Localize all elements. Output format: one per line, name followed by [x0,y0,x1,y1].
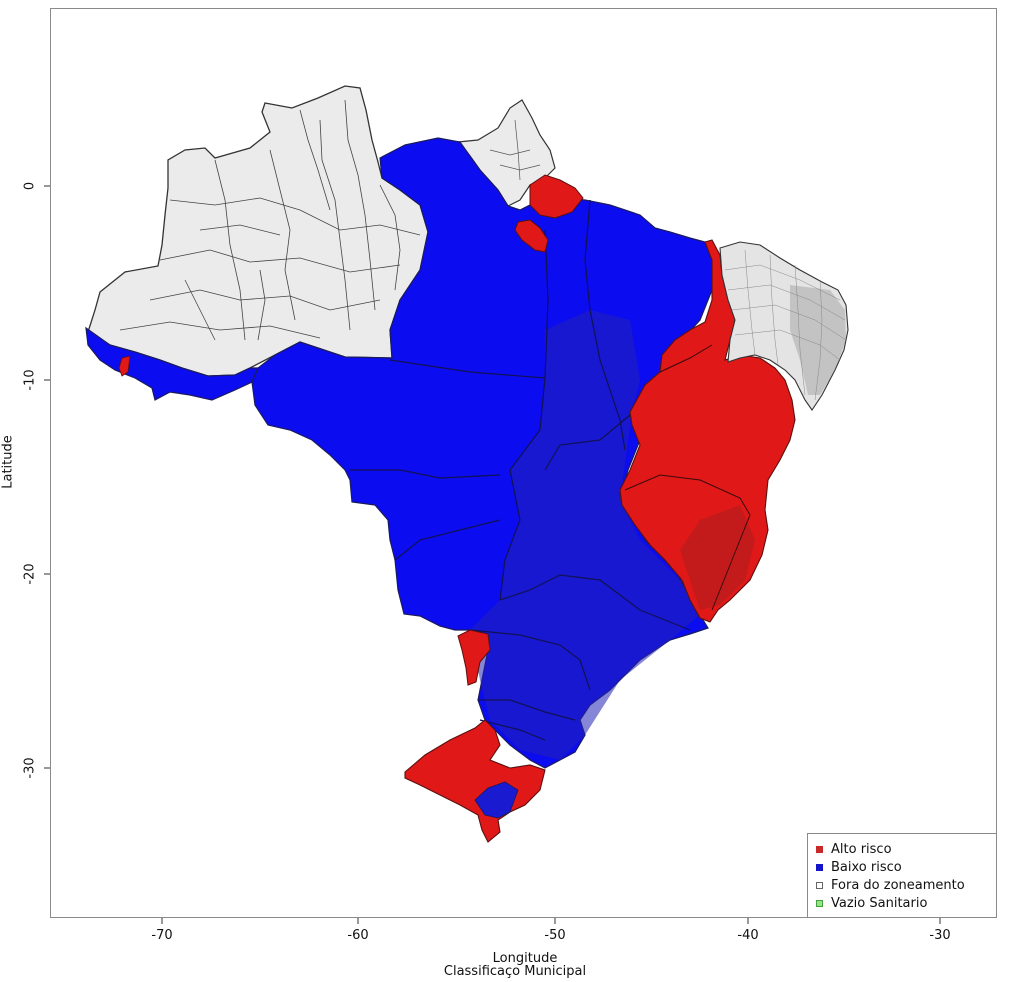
region-alto-risco-east-dark [680,505,755,610]
municipal-borders-nordeste [724,249,847,401]
region-alto-risco-acre [118,355,131,377]
region-alto-risco-amapa [529,174,584,219]
legend-label: Alto risco [831,841,892,857]
region-alto-risco-ms [457,629,491,686]
plot-frame [50,8,997,918]
region-alto-risco-marajo [514,219,549,253]
legend-swatch-baixo-risco [816,863,823,871]
legend: Alto risco Baixo risco Fora do zoneament… [807,833,997,918]
x-tick-label: -30 [929,928,951,943]
state-borders [350,199,691,741]
legend-label: Vazio Sanitario [831,895,928,911]
y-tick-label: 0 [22,181,38,191]
legend-swatch-alto-risco [816,845,823,853]
state-borders-east [624,344,751,611]
y-tick-label: -10 [22,369,38,391]
municipal-borders-amazonas [119,99,421,341]
region-fora-amazonas-roraima [87,85,429,377]
legend-label: Fora do zoneamento [831,877,965,893]
x-axis-label: Longitude [492,951,558,966]
legend-swatch-vazio-sanitario [816,899,823,907]
legend-item-fora-do-zoneamento: Fora do zoneamento [816,876,996,894]
y-tick-label: -30 [22,757,38,779]
legend-swatch-fora-do-zoneamento [816,881,823,889]
region-baixo-risco-rs [474,781,519,819]
map-subtitle: Classificaço Municipal [443,964,587,979]
municipal-borders-amapa [489,119,541,181]
x-tick-label: -50 [544,928,566,943]
legend-item-baixo-risco: Baixo risco [816,858,996,876]
legend-item-vazio-sanitario: Vazio Sanitario [816,894,996,912]
region-fora-nordeste-dense [790,285,846,395]
axis-ticks [44,185,941,924]
x-tick-label: -70 [151,928,173,943]
legend-item-alto-risco: Alto risco [816,840,996,858]
region-baixo-risco-dense [470,310,700,760]
x-tick-label: -60 [347,928,369,943]
y-tick-label: -20 [22,563,38,585]
x-tick-label: -40 [737,928,759,943]
region-fora-nordeste [719,241,849,411]
y-axis-label: Latitude [0,435,16,489]
legend-label: Baixo risco [831,859,902,875]
